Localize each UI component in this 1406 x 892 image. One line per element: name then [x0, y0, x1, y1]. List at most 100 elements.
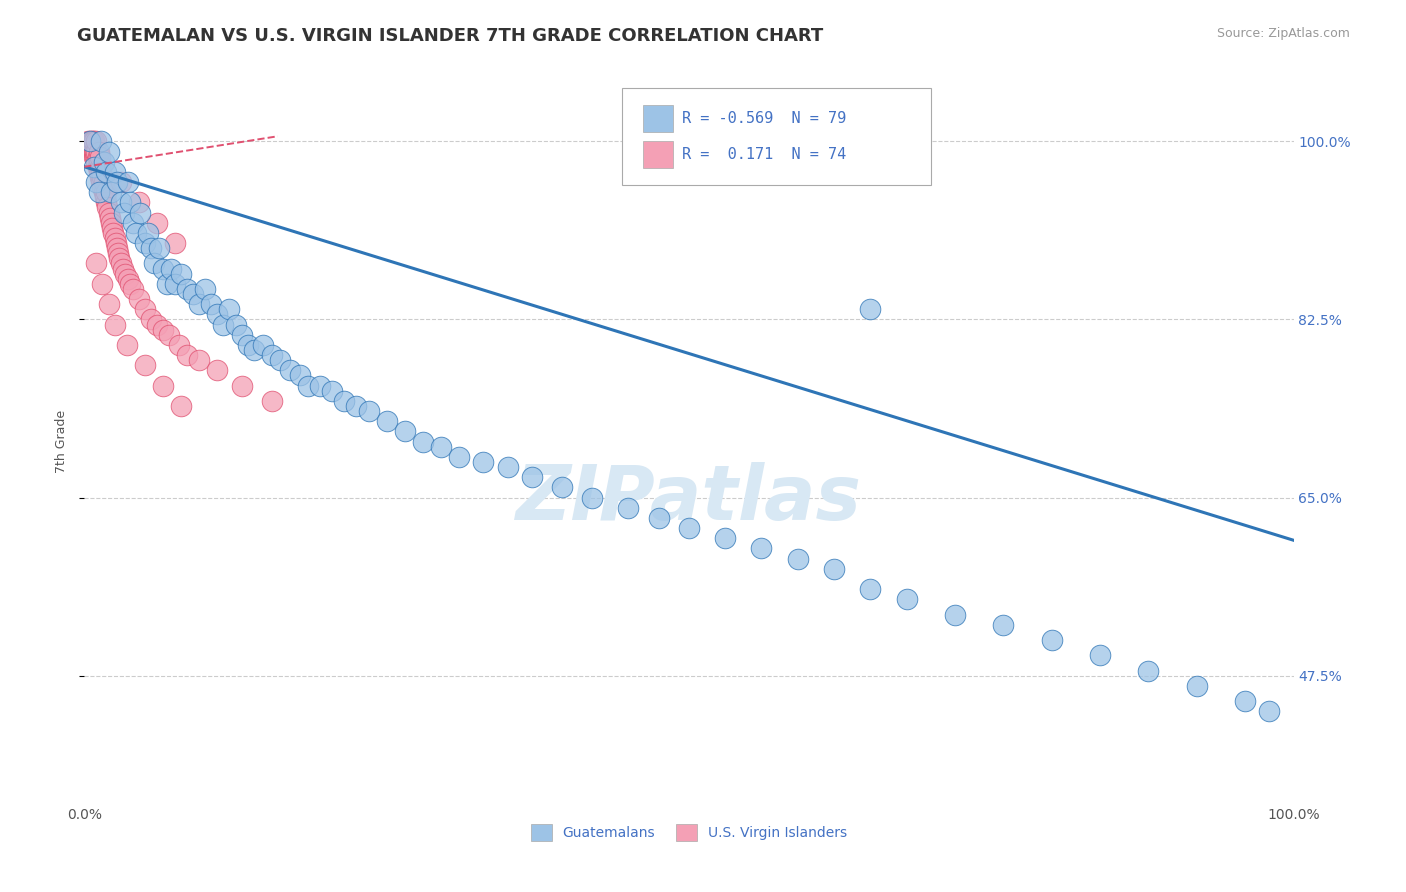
- Point: [104, 165, 127, 179]
- Point: [104, 236, 127, 251]
- Point: [83, 134, 105, 148]
- Point: [551, 480, 574, 494]
- Point: [231, 327, 253, 342]
- Point: [138, 226, 160, 240]
- Point: [170, 399, 193, 413]
- Point: [105, 175, 128, 189]
- Point: [80, 134, 103, 148]
- Point: [94, 195, 117, 210]
- Point: [94, 165, 117, 179]
- Point: [1258, 704, 1281, 718]
- Point: [97, 205, 120, 219]
- Point: [176, 348, 198, 362]
- Point: [90, 175, 112, 189]
- Point: [86, 145, 108, 159]
- Point: [139, 241, 162, 255]
- Point: [146, 318, 169, 332]
- Point: [321, 384, 343, 398]
- Point: [430, 440, 453, 454]
- Point: [242, 343, 264, 357]
- Point: [100, 185, 122, 199]
- Point: [87, 185, 110, 199]
- Legend: Guatemalans, U.S. Virgin Islanders: Guatemalans, U.S. Virgin Islanders: [526, 818, 852, 847]
- Point: [167, 338, 190, 352]
- Text: ZIPatlas: ZIPatlas: [516, 462, 862, 536]
- Point: [80, 139, 103, 153]
- Point: [188, 353, 211, 368]
- Point: [86, 175, 108, 189]
- Point: [1137, 664, 1160, 678]
- Point: [93, 175, 115, 189]
- Point: [117, 175, 139, 189]
- Point: [104, 231, 127, 245]
- Point: [1234, 694, 1257, 708]
- Point: [110, 256, 132, 270]
- Point: [82, 134, 104, 148]
- Point: [236, 338, 259, 352]
- Point: [278, 363, 301, 377]
- Point: [104, 318, 127, 332]
- Point: [617, 500, 640, 515]
- Point: [84, 145, 107, 159]
- Point: [260, 348, 283, 362]
- Point: [1185, 679, 1208, 693]
- FancyBboxPatch shape: [643, 105, 673, 132]
- Point: [93, 154, 115, 169]
- Point: [678, 521, 700, 535]
- Point: [714, 531, 737, 545]
- Point: [297, 378, 319, 392]
- FancyBboxPatch shape: [643, 141, 673, 169]
- Point: [87, 165, 110, 179]
- Point: [108, 252, 131, 266]
- Point: [128, 195, 150, 210]
- Point: [207, 363, 229, 377]
- Point: [98, 211, 121, 225]
- Point: [89, 160, 111, 174]
- Point: [94, 190, 117, 204]
- Point: [252, 338, 274, 352]
- Point: [152, 323, 174, 337]
- Point: [1088, 648, 1111, 663]
- Point: [97, 145, 120, 159]
- Point: [207, 307, 229, 321]
- Point: [110, 175, 132, 189]
- Point: [121, 216, 143, 230]
- Point: [143, 256, 166, 270]
- Point: [89, 169, 111, 184]
- Point: [472, 455, 495, 469]
- Point: [114, 267, 136, 281]
- Point: [346, 399, 368, 413]
- Point: [79, 134, 101, 148]
- Point: [157, 327, 180, 342]
- Point: [148, 241, 170, 255]
- Text: GUATEMALAN VS U.S. VIRGIN ISLANDER 7TH GRADE CORRELATION CHART: GUATEMALAN VS U.S. VIRGIN ISLANDER 7TH G…: [77, 27, 824, 45]
- Point: [87, 145, 110, 159]
- Point: [943, 607, 966, 622]
- Point: [87, 154, 110, 169]
- Point: [412, 434, 434, 449]
- Point: [581, 491, 603, 505]
- Point: [107, 246, 129, 260]
- Point: [83, 150, 105, 164]
- Point: [86, 160, 108, 174]
- Point: [449, 450, 471, 464]
- Point: [91, 169, 114, 184]
- FancyBboxPatch shape: [623, 87, 931, 185]
- Point: [786, 551, 808, 566]
- Point: [77, 134, 100, 148]
- Point: [260, 393, 283, 408]
- Point: [269, 353, 291, 368]
- Text: R = -0.569  N = 79: R = -0.569 N = 79: [682, 112, 846, 126]
- Point: [200, 297, 222, 311]
- Point: [134, 302, 156, 317]
- Point: [194, 282, 217, 296]
- Point: [89, 150, 111, 164]
- Point: [128, 292, 150, 306]
- Point: [100, 216, 122, 230]
- Point: [117, 271, 139, 285]
- Point: [101, 220, 124, 235]
- Point: [105, 241, 128, 255]
- Point: [333, 393, 356, 408]
- Point: [859, 582, 882, 596]
- Point: [751, 541, 773, 556]
